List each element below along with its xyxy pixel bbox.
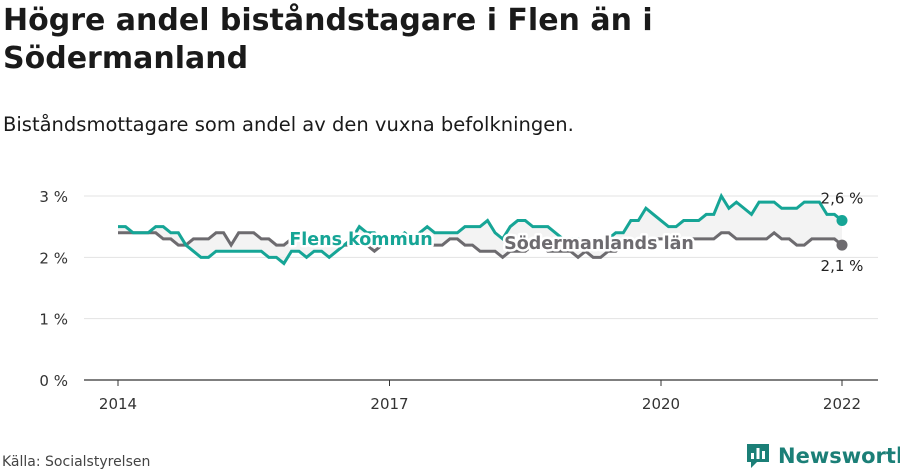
brand-logo: Newsworthy (745, 441, 900, 471)
x-tick-label: 2014 (99, 395, 137, 413)
x-tick-label: 2022 (823, 395, 861, 413)
series-name-label: Södermanlands län (504, 234, 694, 254)
y-tick-label: 1 % (39, 311, 68, 329)
line-chart: 0 % 1 % 2 % 3 % 2014 2017 2020 2022 2,6 % 2,1 % Fl… (39, 188, 878, 413)
end-value-label: 2,1 % (821, 257, 864, 275)
chart-title: Högre andel biståndstagare i Flen än i S… (3, 3, 653, 76)
source-note: Källa: Socialstyrelsen (2, 454, 151, 470)
end-marker (836, 215, 848, 227)
end-value-label: 2,6 % (821, 190, 864, 208)
end-marker (836, 239, 848, 251)
brand-name: Newsworthy (778, 444, 900, 468)
y-tick-label: 2 % (39, 249, 68, 267)
chart-subtitle: Biståndsmottagare som andel av den vuxna… (3, 113, 574, 136)
y-tick-label: 3 % (39, 188, 68, 206)
x-tick-label: 2017 (370, 395, 408, 413)
bar-chart-logo-icon (747, 444, 769, 468)
y-tick-label: 0 % (39, 372, 68, 390)
difference-band (118, 196, 842, 264)
series-name-label: Flens kommun (289, 230, 432, 250)
flen-line (118, 192, 843, 266)
x-tick-label: 2020 (642, 395, 680, 413)
sodermanland-line (118, 230, 843, 260)
